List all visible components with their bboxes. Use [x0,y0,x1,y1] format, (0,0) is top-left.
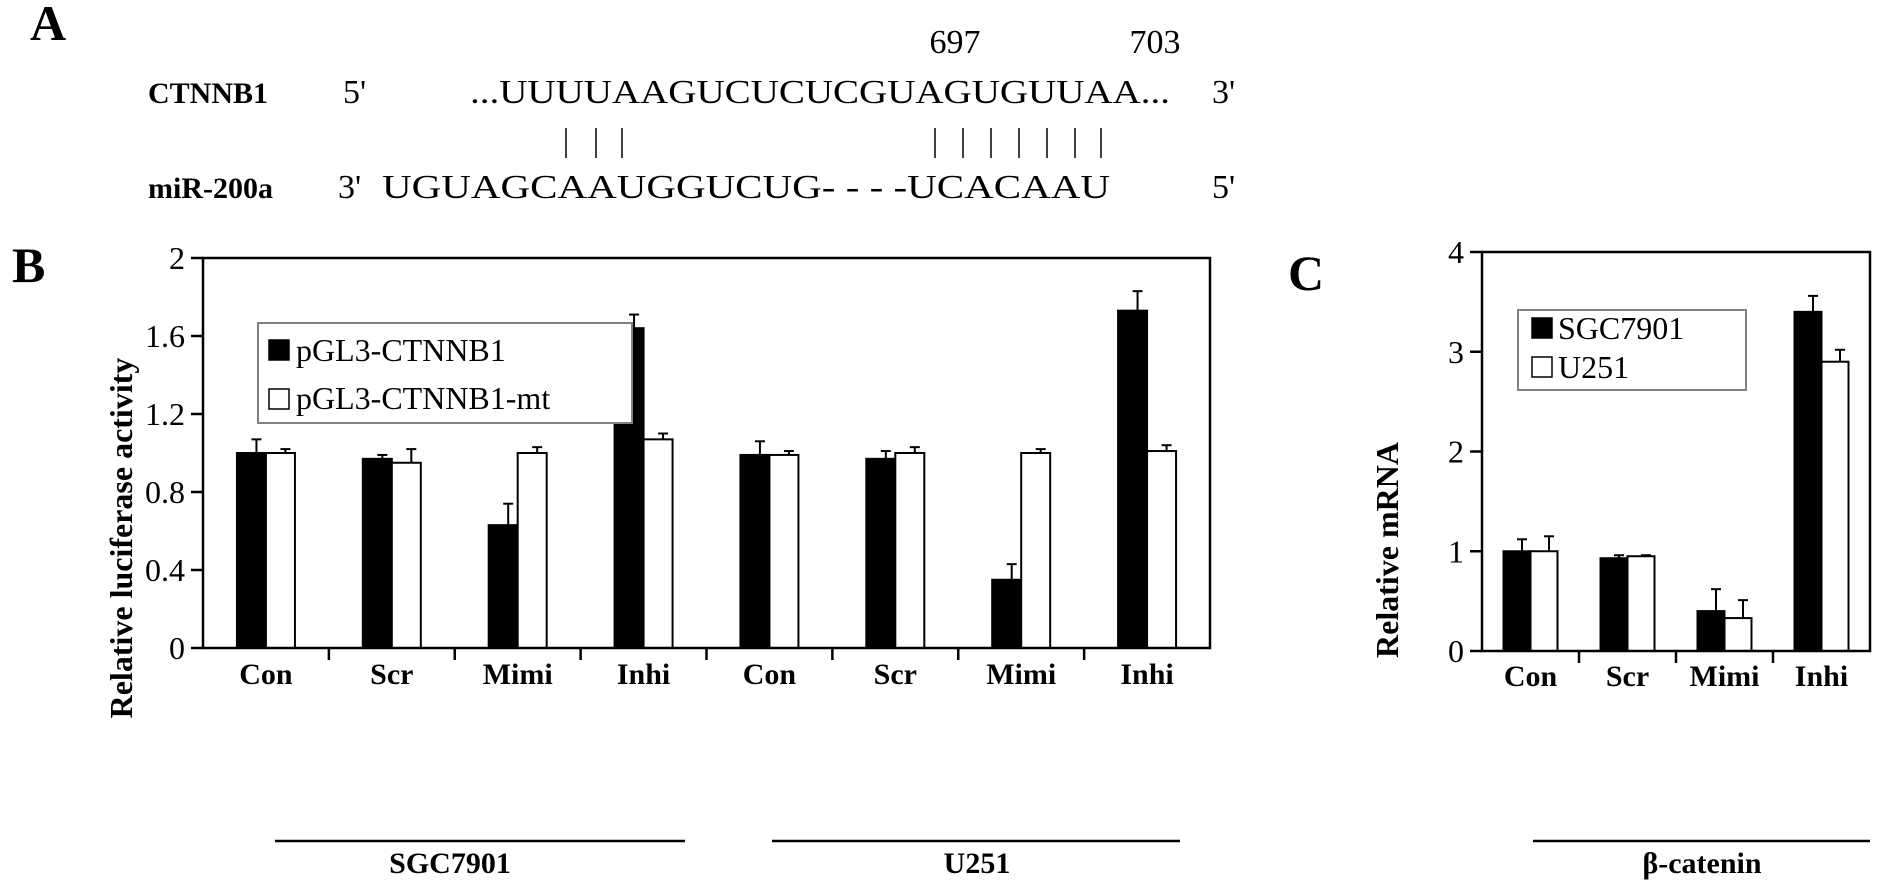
legend-label-series-1: SGC7901 [1558,310,1684,346]
bar-series-2 [1626,555,1656,652]
chart-b-legend: pGL3-CTNNB1 pGL3-CTNNB1-mt [257,322,633,424]
bar-series-2 [1146,450,1178,649]
chart-c-legend: SGC7901 U251 [1517,309,1747,391]
bar-series-1 [235,452,267,649]
bar-series-1 [1793,310,1823,652]
legend-label-series-2: U251 [1558,349,1629,385]
bar-series-2 [894,452,926,649]
ctnnb1-name: CTNNB1 [148,77,268,110]
chart-b-y-axis-label: Relative luciferase activity [103,358,139,719]
ctnnb1-5prime: 5' [343,74,366,111]
mir200a-5prime: 5' [1212,169,1235,206]
bar-series-1 [1599,557,1629,652]
legend-swatch-series-2 [268,388,290,410]
bar-series-1 [991,578,1023,649]
position-703-label: 703 [1130,24,1181,61]
bar-series-2 [768,453,800,650]
x-category-label: Con [239,658,293,691]
x-category-label: Mimi [483,658,553,691]
panel-b-label: B [12,237,45,293]
y-tick-label: 1.6 [145,318,185,354]
ctnnb1-3prime: 3' [1212,74,1235,111]
x-category-label: Mimi [1690,660,1760,693]
x-category-label: Scr [874,658,917,691]
y-tick-label: 0.4 [145,552,185,588]
group-label-u251: U251 [944,847,1011,880]
bar-series-1 [865,457,897,649]
legend-box [1517,309,1747,391]
panel-a-label: A [30,0,66,51]
chart-b: Relative luciferase activity 0 0.4 0.8 1.2 1… [103,240,1212,880]
x-category-label: Inhi [1795,660,1848,693]
chart-c: Relative mRNA 0 1 2 3 4 SGC7901 U251 Con Scr M… [1369,234,1872,880]
mir200a-name: miR-200a [148,172,273,205]
y-tick-label: 3 [1448,334,1464,370]
x-category-label: Con [1504,660,1558,693]
bar-series-1 [1117,309,1149,649]
y-tick-label: 0 [169,630,185,666]
mir200a-3prime: 3' [338,169,361,206]
x-category-label: Inhi [1120,658,1173,691]
x-category-label: Scr [1606,660,1649,693]
legend-swatch-series-2 [1531,356,1553,378]
bar-series-1 [361,457,393,649]
bar-series-1 [487,524,519,650]
y-tick-label: 4 [1448,234,1464,270]
legend-label-series-2: pGL3-CTNNB1-mt [296,380,550,416]
y-tick-label: 1.2 [145,396,185,432]
bar-series-2 [642,438,674,649]
bar-series-2 [264,452,296,649]
x-category-label: Mimi [986,658,1056,691]
ctnnb1-sequence: ...UUUUAAGUCUCUCGUAGUGUUAA... [470,74,1170,111]
bar-series-1 [1696,610,1726,652]
bar-series-2 [1820,360,1850,652]
bar-series-2 [516,452,548,649]
group-label-sgc7901: SGC7901 [389,847,511,880]
legend-swatch-series-1 [268,339,290,361]
legend-label-series-1: pGL3-CTNNB1 [296,332,506,368]
y-tick-label: 0 [1448,633,1464,669]
bar-series-2 [390,461,422,649]
y-tick-label: 2 [169,240,185,276]
chart-c-x-axis-label: β-catenin [1642,847,1761,880]
bar-series-2 [1723,617,1753,653]
bar-series-2 [1020,452,1052,649]
legend-box [257,322,633,424]
bar-series-2 [1529,550,1559,652]
chart-c-y-axis-label: Relative mRNA [1369,442,1405,658]
y-tick-label: 0.8 [145,474,185,510]
y-tick-label: 2 [1448,434,1464,470]
legend-swatch-series-1 [1531,317,1553,339]
position-697-label: 697 [930,24,981,61]
x-category-label: Scr [370,658,413,691]
x-category-label: Inhi [617,658,670,691]
y-tick-label: 1 [1448,533,1464,569]
mir200a-sequence: UGUAGCAAUGGUCUG- - - -UCACAAU [382,169,1110,206]
x-category-label: Con [743,658,797,691]
bar-series-1 [1502,550,1532,652]
panel-c-label: C [1288,245,1324,301]
base-pairing-lines [565,128,1102,158]
bar-series-1 [739,453,771,650]
plot-frame [201,256,1212,650]
